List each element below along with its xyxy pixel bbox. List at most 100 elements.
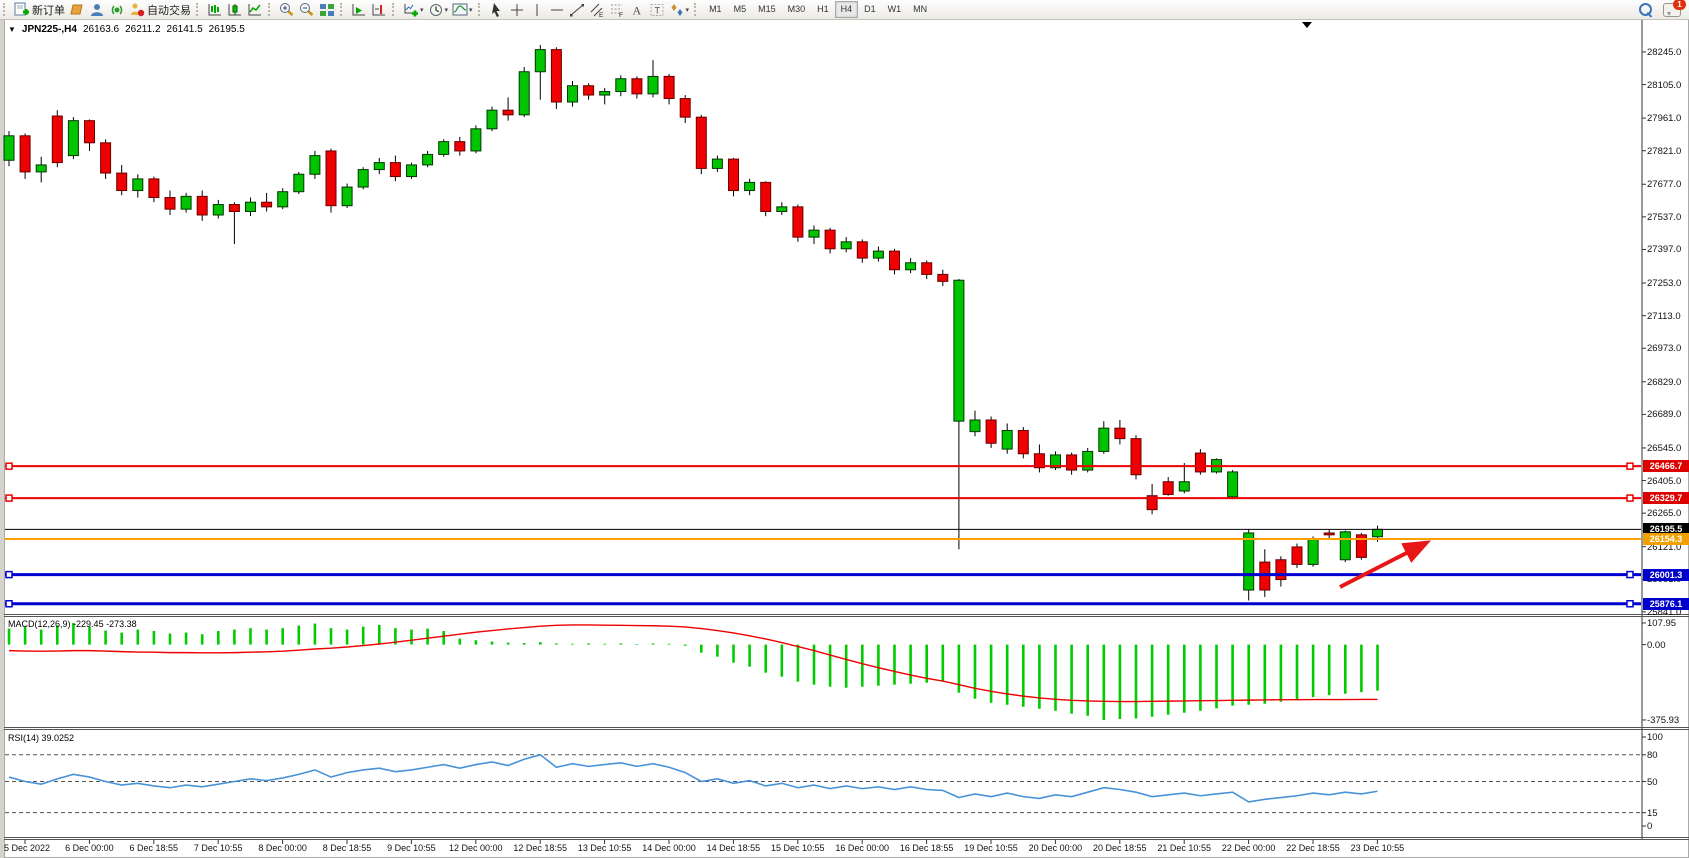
cursor-button[interactable] bbox=[487, 1, 507, 18]
macd-axis-label: 0.00 bbox=[1647, 639, 1666, 651]
svg-text:F: F bbox=[619, 12, 623, 18]
time-axis-label: 7 Dec 10:55 bbox=[193, 843, 243, 853]
time-axis-label: 22 Dec 18:55 bbox=[1286, 843, 1340, 853]
macd-axis-label: -375.93 bbox=[1647, 714, 1680, 726]
layouts-button[interactable] bbox=[67, 1, 87, 18]
chart-shift-icon bbox=[372, 3, 385, 15]
price-axis-label: 27113.0 bbox=[1647, 310, 1681, 322]
crosshair-icon bbox=[510, 3, 523, 16]
tile-windows-button[interactable] bbox=[317, 1, 337, 18]
rsi-panel bbox=[5, 753, 1641, 814]
timeframe-m30-button[interactable]: M30 bbox=[787, 4, 806, 14]
time-axis-label: 12 Dec 18:55 bbox=[513, 843, 567, 853]
new-chart-button[interactable]: ▾ bbox=[401, 1, 426, 18]
signals-button[interactable] bbox=[107, 1, 127, 18]
toolbar-grip bbox=[392, 3, 397, 16]
toolbar-grip bbox=[3, 3, 8, 16]
zoom-in-button[interactable] bbox=[277, 1, 297, 18]
rsi-line bbox=[8, 753, 1378, 803]
svg-text:E: E bbox=[599, 12, 604, 18]
price-axis-label: 26545.0 bbox=[1647, 442, 1682, 454]
zoom-out-button[interactable] bbox=[297, 1, 317, 18]
time-axis-label: 16 Dec 18:55 bbox=[899, 843, 954, 853]
trendline-button[interactable] bbox=[567, 1, 587, 18]
macd-panel bbox=[7, 622, 1379, 720]
symbol-period-label: JPN225-,H4 bbox=[21, 24, 77, 35]
timeframe-m15-button[interactable]: M15 bbox=[758, 4, 776, 14]
arrows-button[interactable]: ▾ bbox=[667, 1, 692, 18]
macd-signal-line bbox=[8, 624, 1378, 703]
new-order-button-label: 新订单 bbox=[32, 4, 65, 17]
autotrading-button[interactable]: 自动交易 bbox=[127, 1, 193, 18]
chevron-down-icon[interactable]: ▾ bbox=[469, 6, 473, 14]
axis-ticks bbox=[24, 51, 1646, 844]
arrows-icon bbox=[671, 3, 683, 16]
bar-chart-button[interactable] bbox=[205, 1, 225, 18]
search-icon[interactable] bbox=[1639, 2, 1653, 18]
timeframe-m5-button[interactable]: M5 bbox=[733, 4, 747, 14]
chart-shift-button[interactable] bbox=[369, 1, 389, 18]
zoom-out-icon bbox=[300, 2, 314, 16]
chevron-down-icon[interactable]: ▾ bbox=[444, 6, 449, 14]
toolbar: 新订单 自动交易 ▾ ▾ ▾ E F A T ▾ M1 M5 M15 M30 H1 H4 D1 W1 MN 1 bbox=[0, 0, 1689, 20]
timeframe-mn-button[interactable]: MN bbox=[913, 4, 928, 14]
candlestick-chart-button[interactable] bbox=[225, 1, 245, 18]
terminal-button[interactable] bbox=[87, 1, 107, 18]
price-tag: 26466.7 bbox=[1643, 460, 1689, 473]
line-chart-button[interactable] bbox=[245, 1, 265, 18]
chart-shift-marker[interactable] bbox=[1302, 22, 1312, 28]
candlestick-series bbox=[3, 44, 1383, 601]
timeframe-m1-button[interactable]: M1 bbox=[709, 4, 722, 14]
chart-ohlc-header: ▼ JPN225-,H4 26163.6 26211.2 26141.5 261… bbox=[8, 24, 245, 35]
toolbar-grip bbox=[268, 3, 273, 16]
time-axis-label: 21 Dec 10:55 bbox=[1157, 843, 1211, 853]
trend-arrow-annotation[interactable] bbox=[1339, 540, 1432, 589]
chevron-down-icon[interactable]: ▾ bbox=[420, 6, 424, 14]
notification-badge: 1 bbox=[1673, 0, 1686, 10]
low-value: 26141.5 bbox=[166, 24, 203, 35]
timeframe-h4-button[interactable]: H4 bbox=[834, 1, 859, 18]
time-axis-label: 13 Dec 10:55 bbox=[577, 843, 632, 853]
layouts-icon bbox=[70, 4, 83, 14]
toolbar-grip bbox=[196, 3, 201, 16]
toolbar-grip bbox=[340, 3, 345, 16]
open-value: 26163.6 bbox=[82, 24, 120, 35]
price-tag: 26329.7 bbox=[1643, 492, 1689, 505]
time-axis-label: 14 Dec 18:55 bbox=[706, 843, 761, 853]
time-axis-label: 15 Dec 10:55 bbox=[771, 843, 825, 853]
notifications-icon[interactable]: 1 bbox=[1663, 0, 1686, 17]
vertical-line-button[interactable] bbox=[527, 1, 547, 18]
price-axis-label: 26121.0 bbox=[1647, 541, 1682, 553]
timeframe-h1-button[interactable]: H1 bbox=[817, 4, 829, 14]
time-axis-label: 8 Dec 00:00 bbox=[258, 843, 307, 853]
price-tag: 26195.5 bbox=[1643, 523, 1689, 536]
hline-icon bbox=[550, 9, 563, 10]
timeframe-w1-button[interactable]: W1 bbox=[887, 4, 902, 14]
fibonacci-button[interactable]: F bbox=[607, 1, 627, 18]
vline-icon bbox=[536, 3, 538, 16]
one-click-trading-toggle[interactable]: ▼ bbox=[8, 25, 16, 34]
price-axis-label: 28105.0 bbox=[1647, 79, 1682, 91]
crosshair-button[interactable] bbox=[507, 1, 527, 18]
horizontal-line-button[interactable] bbox=[547, 1, 567, 18]
price-axis-label: 27537.0 bbox=[1647, 211, 1682, 223]
horizontal-lines[interactable] bbox=[5, 462, 1641, 608]
chevron-down-icon[interactable]: ▾ bbox=[685, 6, 690, 14]
price-axis-label: 26265.0 bbox=[1647, 508, 1682, 520]
period-button[interactable]: ▾ bbox=[426, 1, 451, 18]
time-axis-label: 22 Dec 00:00 bbox=[1221, 843, 1276, 853]
indicators-button[interactable]: ▾ bbox=[450, 1, 475, 18]
svg-text:T: T bbox=[654, 5, 660, 15]
new-order-button[interactable]: 新订单 bbox=[12, 1, 67, 18]
channel-button[interactable]: E bbox=[587, 1, 607, 18]
tile-windows-icon bbox=[320, 3, 334, 16]
label-button[interactable]: T bbox=[647, 1, 667, 18]
auto-scroll-button[interactable] bbox=[349, 1, 369, 18]
toolbar-grip bbox=[694, 3, 699, 16]
text-button[interactable]: A bbox=[627, 1, 647, 18]
price-axis-label: 25841.0 bbox=[1647, 606, 1682, 618]
timeframe-d1-button[interactable]: D1 bbox=[864, 4, 876, 14]
new-chart-icon bbox=[404, 3, 418, 16]
